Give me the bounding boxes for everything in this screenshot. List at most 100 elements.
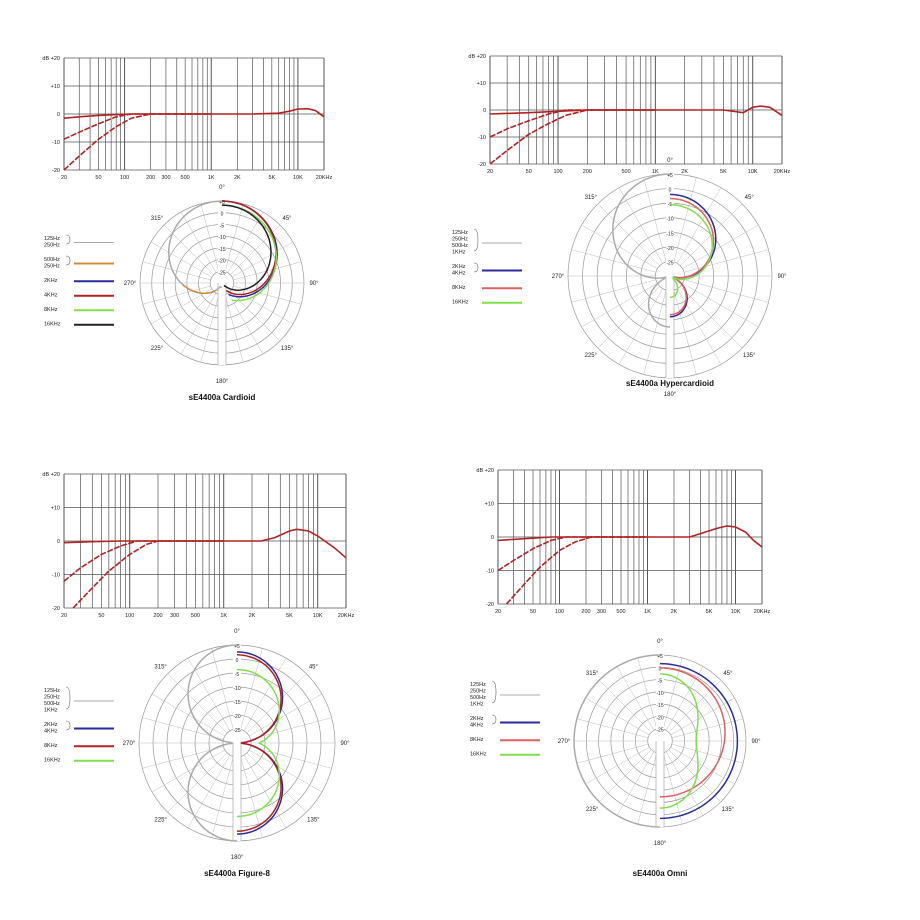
- polar-angle-label: 45°: [283, 216, 293, 222]
- frequency-grid: [497, 469, 763, 605]
- legend-label: 4KHz: [44, 293, 58, 299]
- x-tick-label: 500: [621, 169, 630, 175]
- legend-label-line: 16KHz: [44, 322, 61, 328]
- y-tick-label: 0: [491, 535, 494, 541]
- polar-spoke: [670, 697, 735, 736]
- legend-label-line: 16KHz: [470, 752, 487, 758]
- polar-pattern-curve-3: [669, 197, 715, 316]
- x-tick-label: 100: [553, 169, 562, 175]
- polar-spoke: [246, 752, 307, 813]
- x-tick-label: 5K: [706, 609, 713, 615]
- frequency-response-line-2: [497, 536, 648, 572]
- polar-ring-label: -20: [666, 246, 673, 252]
- polar-pattern-curve-2: [659, 662, 739, 820]
- polar-ring-label: +5: [657, 654, 663, 660]
- polar-ring-label: +5: [234, 644, 240, 650]
- polar-pattern-curve-1: [612, 173, 671, 328]
- legend-label-line: 2KHz: [470, 716, 484, 722]
- legend-label-line: 1KHz: [452, 250, 466, 256]
- polar-spoke: [200, 294, 220, 363]
- polar-ring-label: -20: [656, 715, 663, 721]
- polar-spoke: [246, 673, 307, 734]
- x-tick-label: 200: [581, 609, 590, 615]
- polar-angle-label: 315°: [154, 665, 167, 671]
- polar-pattern-curve-4: [659, 673, 699, 809]
- polar-spoke: [224, 294, 244, 363]
- polar-spoke: [665, 751, 704, 816]
- y-tick-label: dB +20: [42, 472, 60, 478]
- y-tick-label: -20: [52, 168, 60, 174]
- legend-label: 8KHz: [44, 307, 58, 313]
- y-tick-label: +10: [51, 84, 60, 90]
- frequency-response-line-1: [63, 528, 347, 559]
- polar-angle-label: 90°: [751, 739, 761, 745]
- polar-ring-label: -20: [218, 259, 225, 265]
- polar-ring-label: -25: [666, 260, 673, 266]
- x-tick-label: 10K: [731, 609, 741, 615]
- legend-label-line: 250Hz: [452, 237, 468, 243]
- legend-label-line: 8KHz: [470, 737, 484, 743]
- legend-label: 16KHz: [44, 322, 61, 328]
- x-tick-label: 20: [61, 613, 67, 619]
- y-tick-label: -20: [478, 162, 486, 168]
- polar-spoke: [224, 203, 244, 272]
- polar-spoke: [250, 746, 332, 769]
- polar-spoke: [571, 249, 656, 273]
- frequency-response-line-1: [489, 105, 783, 117]
- polar-axis-bar: [656, 655, 664, 827]
- legend-label-line: 2KHz: [44, 278, 58, 284]
- polar-spoke: [150, 288, 212, 325]
- legend-label-line: 250Hz: [470, 689, 486, 695]
- legend-label-line: 1KHz: [44, 708, 58, 714]
- legend-brace: [65, 720, 71, 731]
- polar-spoke: [643, 290, 667, 375]
- x-tick-label: 20: [61, 175, 67, 181]
- polar-spoke: [677, 288, 722, 365]
- polar-angle-label: 225°: [154, 817, 167, 823]
- y-tick-label: +10: [477, 81, 486, 87]
- chart-caption: sE4400a Cardioid: [189, 393, 256, 402]
- polar-angle-label: 45°: [745, 195, 755, 201]
- polar-angle-label: 0°: [234, 629, 240, 635]
- legend-label-line: 250Hz: [44, 243, 60, 249]
- polar-angle-label: 315°: [585, 195, 598, 201]
- polar-pattern-curve-1: [167, 200, 223, 295]
- legend-label: 125Hz 250Hz 500Hz 1KHz: [44, 688, 60, 714]
- polar-angle-label: 270°: [558, 739, 571, 745]
- polar-ring-label: -5: [235, 672, 240, 678]
- polar-angle-label: 225°: [585, 353, 598, 359]
- legend-label: 125Hz 250Hz 500Hz 1KHz: [452, 230, 468, 256]
- polar-pattern-curve-1: [573, 654, 661, 828]
- polar-spoke: [618, 288, 663, 365]
- polar-spoke: [680, 286, 743, 349]
- polar-pattern-curve-4: [669, 203, 714, 299]
- x-tick-label: 50: [526, 169, 532, 175]
- legend-label-line: 4KHz: [44, 729, 58, 735]
- y-tick-label: -10: [478, 135, 486, 141]
- chart-caption: sE4400a Hypercardioid: [626, 379, 714, 388]
- y-tick-label: +10: [51, 506, 60, 512]
- legend-label: 8KHz: [470, 737, 484, 743]
- polar-spoke: [180, 293, 217, 355]
- y-tick-label: -10: [486, 569, 494, 575]
- legend-label-line: 125Hz: [44, 236, 60, 242]
- polar-legend: 125Hz 250Hz 500Hz 1KHz 2KHz 4KHz 8KHz 16KHz: [470, 680, 540, 758]
- polar-spoke: [684, 279, 769, 303]
- legend-label-line: 125Hz: [44, 688, 60, 694]
- polar-ring-label: 0: [659, 666, 662, 672]
- frequency-response-line-3: [72, 540, 224, 609]
- x-tick-label: 100: [125, 613, 134, 619]
- frequency-response-line-2: [63, 540, 224, 582]
- y-tick-label: dB +20: [468, 54, 486, 60]
- x-tick-label: 50: [530, 609, 536, 615]
- polar-angle-label: 180°: [231, 855, 244, 861]
- polar-ring-label: -15: [666, 231, 673, 237]
- legend-label: 8KHz: [44, 743, 58, 749]
- polar-angle-label: 180°: [216, 379, 229, 385]
- polar-ring-label: -25: [233, 728, 240, 734]
- polar-angle-label: 135°: [281, 346, 294, 352]
